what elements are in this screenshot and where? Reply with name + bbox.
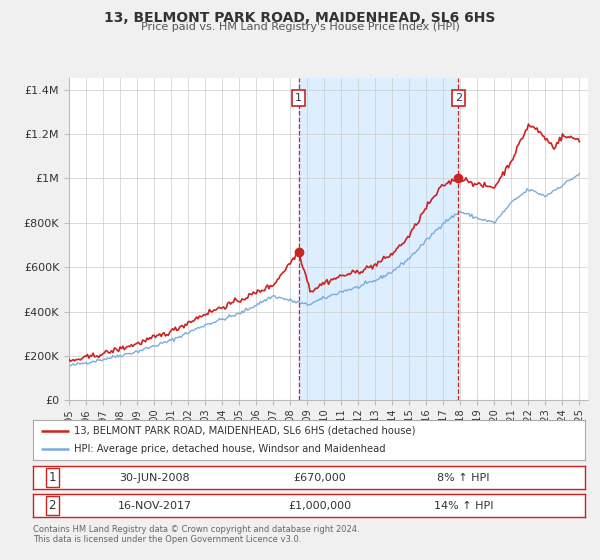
Text: £1,000,000: £1,000,000 [289,501,352,511]
Text: 8% ↑ HPI: 8% ↑ HPI [437,473,490,483]
Bar [299,78,458,400]
Text: £670,000: £670,000 [293,473,346,483]
Text: 30-JUN-2008: 30-JUN-2008 [119,473,190,483]
Text: This data is licensed under the Open Government Licence v3.0.: This data is licensed under the Open Gov… [33,535,301,544]
Text: 16-NOV-2017: 16-NOV-2017 [118,501,191,511]
Text: 2: 2 [49,499,56,512]
Text: HPI: Average price, detached house, Windsor and Maidenhead: HPI: Average price, detached house, Wind… [74,445,386,454]
Text: 13, BELMONT PARK ROAD, MAIDENHEAD, SL6 6HS (detached house): 13, BELMONT PARK ROAD, MAIDENHEAD, SL6 6… [74,426,416,436]
Text: 1: 1 [295,93,302,103]
Text: 2: 2 [455,93,462,103]
Text: 1: 1 [49,471,56,484]
Text: 13, BELMONT PARK ROAD, MAIDENHEAD, SL6 6HS: 13, BELMONT PARK ROAD, MAIDENHEAD, SL6 6… [104,11,496,25]
Text: 14% ↑ HPI: 14% ↑ HPI [434,501,493,511]
Text: Contains HM Land Registry data © Crown copyright and database right 2024.: Contains HM Land Registry data © Crown c… [33,525,359,534]
Text: Price paid vs. HM Land Registry's House Price Index (HPI): Price paid vs. HM Land Registry's House … [140,22,460,32]
